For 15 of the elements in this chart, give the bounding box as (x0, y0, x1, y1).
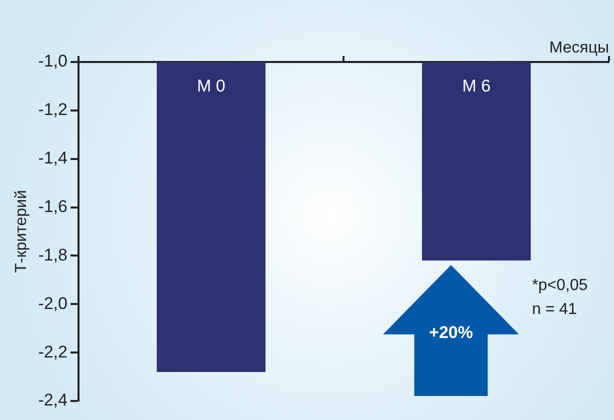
y-tick-label: -1,8 (38, 245, 68, 264)
y-tick-label: -1,2 (38, 100, 68, 120)
annotation: n = 41 (532, 301, 577, 319)
y-tick-label: -2,0 (38, 294, 68, 313)
y-tick-label: -1,6 (38, 196, 68, 216)
y-tick-label: -2,4 (38, 390, 68, 410)
annotation: +20% (428, 323, 474, 343)
x-tick-label: M 0 (196, 76, 226, 96)
y-axis-title: Т-критерий (13, 190, 30, 273)
y-tick-label: -1,0 (38, 52, 68, 71)
x-axis-title: Месяцы (549, 39, 609, 56)
x-tick-label: M 6 (462, 76, 491, 96)
y-tick-label: -1,4 (38, 148, 68, 168)
y-tick-label: -2,2 (38, 342, 68, 362)
annotation: *p<0,05 (532, 277, 588, 295)
